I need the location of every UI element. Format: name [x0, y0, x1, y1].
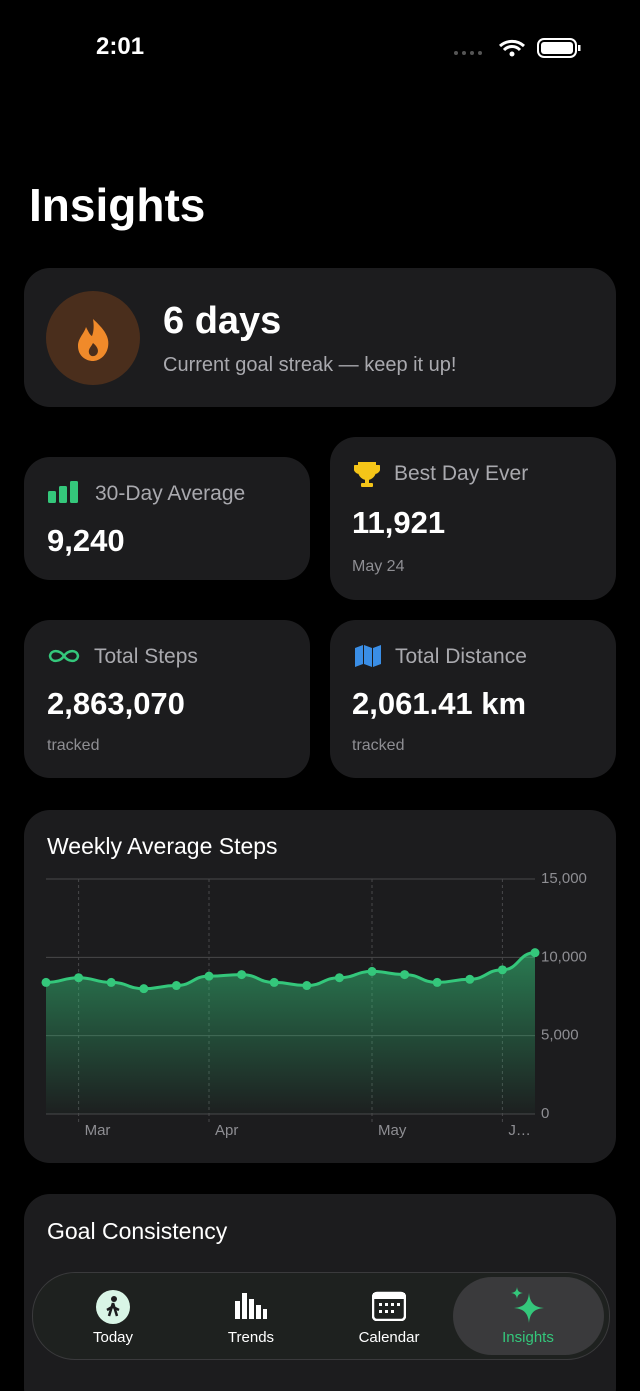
y-tick-label: 15,000 [541, 870, 587, 887]
x-tick-label: J… [508, 1122, 531, 1139]
insights-icon [511, 1287, 544, 1323]
point [400, 970, 410, 980]
point [269, 977, 279, 987]
bars-icon [48, 481, 78, 503]
point [74, 973, 84, 983]
y-tick-label: 10,000 [541, 948, 587, 965]
stat-value: 2,863,070 [47, 686, 185, 721]
tab-bar: Today Trends Calendar Insights [32, 1272, 610, 1360]
status-icons [454, 38, 581, 58]
point [367, 966, 377, 976]
x-tick-label: Mar [85, 1122, 111, 1139]
tab[interactable]: Trends [201, 1281, 301, 1351]
stat-label: 30-Day Average [95, 482, 246, 505]
stat-caption: May 24 [352, 558, 405, 575]
chart-title: Weekly Average Steps [47, 833, 278, 859]
calendar-icon [372, 1291, 406, 1321]
tab[interactable]: Insights [478, 1281, 578, 1351]
stat-caption: tracked [352, 737, 405, 754]
point [139, 984, 149, 994]
stat-value: 9,240 [47, 523, 125, 558]
point [530, 948, 540, 958]
stat-card: Best Day Ever 11,921 May 24 [330, 437, 616, 600]
point [334, 973, 344, 983]
trophy-icon [354, 462, 380, 487]
tab-label: Today [92, 1329, 134, 1346]
stat-value: 11,921 [352, 505, 446, 540]
stat-label: Best Day Ever [394, 462, 529, 485]
point [41, 977, 51, 987]
streak-card: 6 days Current goal streak — keep it up! [24, 268, 616, 407]
x-tick-label: May [378, 1122, 407, 1139]
stat-card: 30-Day Average 9,240 [24, 457, 310, 580]
stat-value: 2,061.41 km [352, 686, 527, 721]
point [106, 977, 116, 987]
infinity-icon [48, 649, 80, 663]
tab-label: Trends [227, 1329, 275, 1346]
streak-value: 6 days [163, 300, 282, 342]
stat-label: Total Distance [395, 645, 527, 668]
y-tick-label: 5,000 [541, 1027, 579, 1044]
stat-card: Total Steps 2,863,070 tracked [24, 620, 310, 778]
status-time: 2:01 [96, 33, 145, 60]
x-tick-label: Apr [215, 1122, 238, 1139]
stat-card: Total Distance 2,061.41 km tracked [330, 620, 616, 778]
tab[interactable]: Today [63, 1281, 163, 1351]
point [432, 977, 442, 987]
line [45, 951, 536, 991]
y-tick-label: 0 [541, 1105, 549, 1122]
tab-label: Calendar [358, 1329, 420, 1346]
stat-label: Total Steps [94, 645, 198, 668]
today-icon [96, 1290, 130, 1324]
flame-icon [46, 291, 140, 385]
page-title: Insights [29, 179, 206, 231]
point [237, 970, 247, 980]
point [465, 974, 475, 984]
map-icon [355, 645, 381, 667]
point [171, 981, 181, 991]
goal-title: Goal Consistency [47, 1218, 228, 1244]
point [497, 965, 507, 975]
stat-caption: tracked [47, 737, 100, 754]
trends-icon [235, 1293, 267, 1319]
point [302, 981, 312, 991]
tab-label: Insights [502, 1329, 554, 1346]
area [46, 952, 535, 1114]
streak-caption: Current goal streak — keep it up! [163, 354, 457, 376]
tab[interactable]: Calendar [339, 1281, 439, 1351]
point [204, 971, 214, 981]
